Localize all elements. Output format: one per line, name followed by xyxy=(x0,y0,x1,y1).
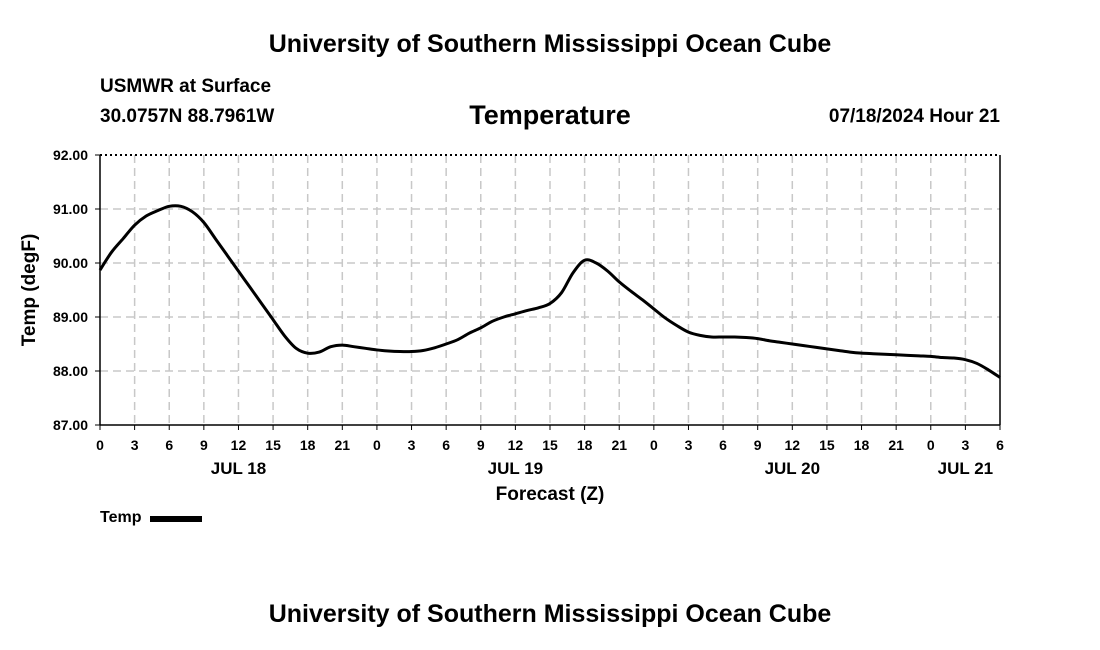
x-tick-label: 15 xyxy=(265,437,281,453)
x-tick-label: 9 xyxy=(477,437,485,453)
station-coordinates: 30.0757N 88.7961W xyxy=(100,106,275,127)
y-tick-label: 89.00 xyxy=(53,309,88,325)
x-tick-label: 3 xyxy=(961,437,969,453)
y-axis-label: Temp (degF) xyxy=(19,234,40,347)
x-tick-label: 18 xyxy=(577,437,593,453)
x-tick-label: 21 xyxy=(335,437,351,453)
x-tick-label: 21 xyxy=(888,437,904,453)
chart-title: Temperature xyxy=(469,100,631,130)
forecast-run-time: 07/18/2024 Hour 21 xyxy=(828,106,1000,127)
x-tick-label: 0 xyxy=(373,437,381,453)
x-tick-label: 6 xyxy=(996,437,1004,453)
day-label: JUL 18 xyxy=(211,459,266,478)
axes: 87.00 88.00 89.00 90.00 91.00 92.00 0 3 6 9 12 15 18… xyxy=(53,147,1004,478)
x-tick-label: 9 xyxy=(754,437,762,453)
x-tick-label: 6 xyxy=(165,437,173,453)
day-label: JUL 19 xyxy=(488,459,543,478)
x-tick-label: 6 xyxy=(442,437,450,453)
y-tick-label: 90.00 xyxy=(53,255,88,271)
x-tick-label: 0 xyxy=(927,437,935,453)
x-tick-label: 6 xyxy=(719,437,727,453)
x-tick-label: 15 xyxy=(542,437,558,453)
x-tick-label: 0 xyxy=(96,437,104,453)
y-tick-label: 91.00 xyxy=(53,201,88,217)
footer-title: University of Southern Mississippi Ocean… xyxy=(268,600,832,628)
grid xyxy=(100,155,1000,425)
x-tick-label: 3 xyxy=(131,437,139,453)
x-tick-label: 18 xyxy=(300,437,316,453)
x-tick-label: 12 xyxy=(785,437,801,453)
y-tick-label: 87.00 xyxy=(53,417,88,433)
y-tick-label: 88.00 xyxy=(53,363,88,379)
x-tick-label: 18 xyxy=(854,437,870,453)
page-title: University of Southern Mississippi Ocean… xyxy=(268,30,832,58)
x-tick-label: 21 xyxy=(611,437,627,453)
x-axis-label: Forecast (Z) xyxy=(496,484,605,505)
station-name: USMWR at Surface xyxy=(100,76,272,97)
x-tick-label: 9 xyxy=(200,437,208,453)
x-tick-label: 3 xyxy=(685,437,693,453)
x-tick-label: 12 xyxy=(508,437,524,453)
legend-line-swatch xyxy=(150,516,203,522)
x-tick-label: 0 xyxy=(650,437,658,453)
legend: Temp xyxy=(100,509,203,527)
series-line-temp xyxy=(98,204,1001,379)
legend-label: Temp xyxy=(100,509,142,526)
x-tick-label: 12 xyxy=(231,437,247,453)
day-label: JUL 20 xyxy=(765,459,820,478)
series-layer xyxy=(98,204,1001,379)
day-label: JUL 21 xyxy=(938,459,993,478)
x-tick-label: 15 xyxy=(819,437,835,453)
x-tick-label: 3 xyxy=(408,437,416,453)
y-tick-label: 92.00 xyxy=(53,147,88,163)
